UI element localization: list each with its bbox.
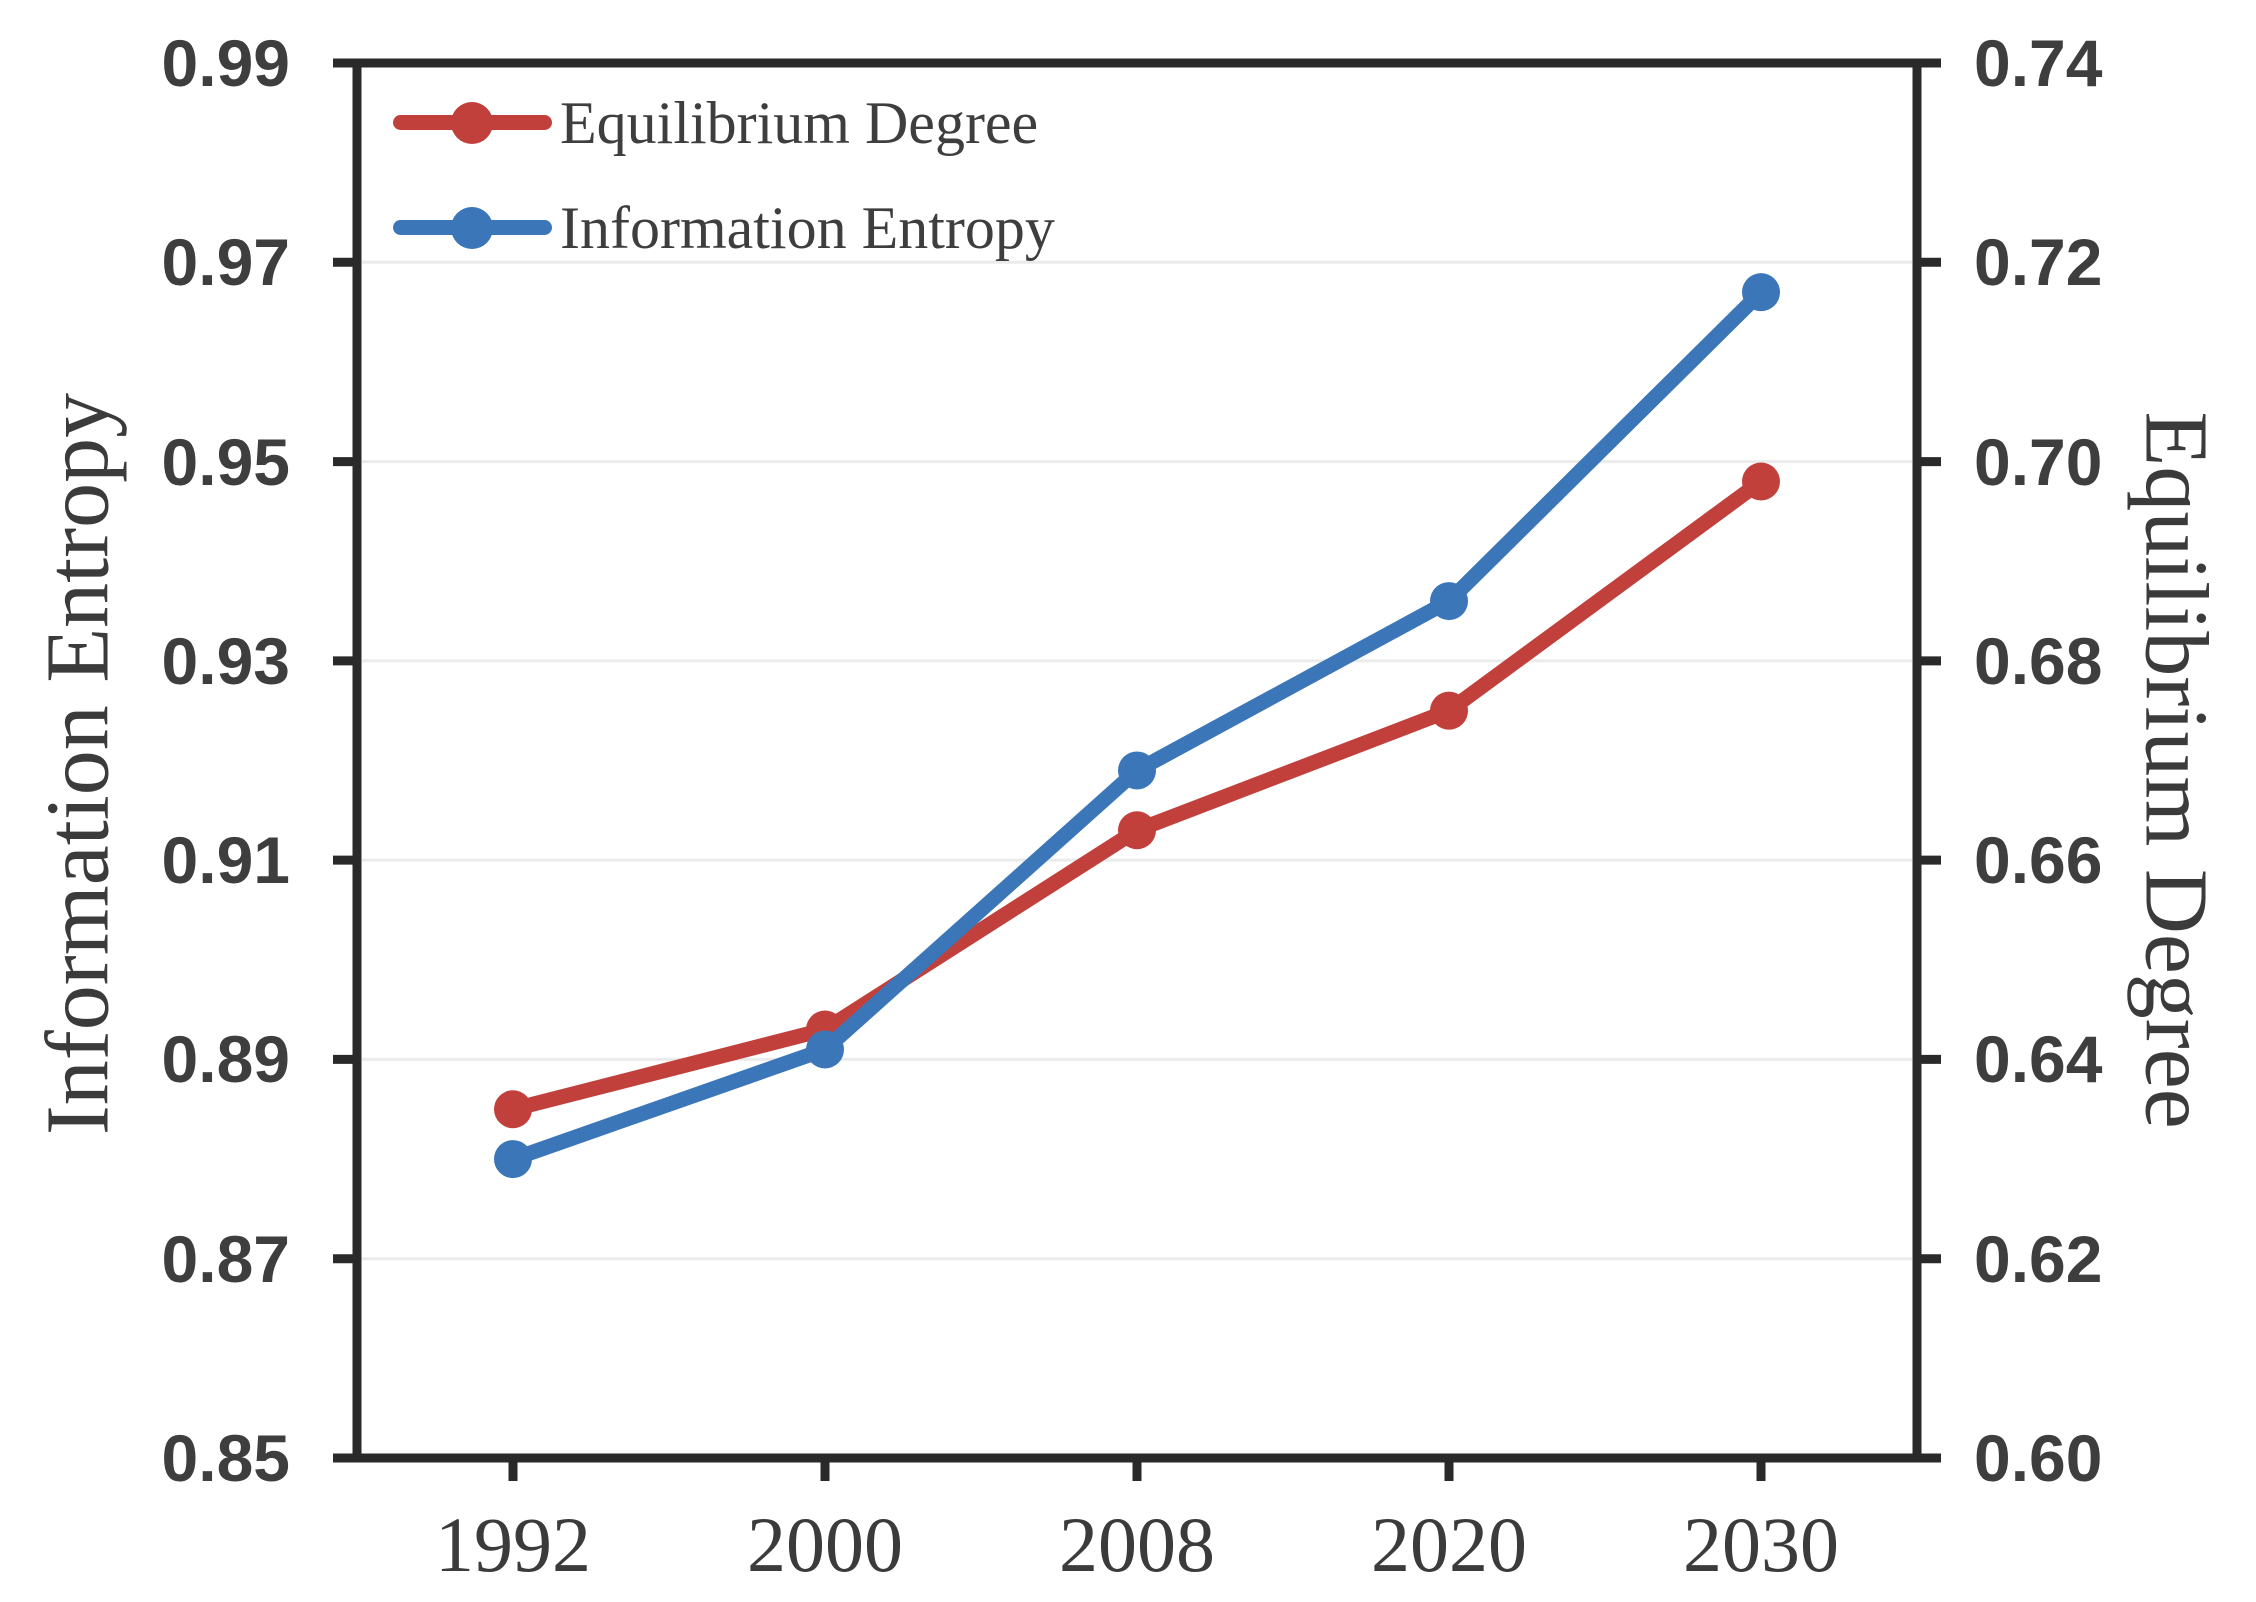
right-axis-title: Equilibrium Degree (2126, 411, 2226, 1129)
right-axis-tick-label: 0.74 (1974, 26, 2103, 100)
right-axis-tick-label: 0.64 (1974, 1022, 2103, 1097)
right-axis-tick-label: 0.60 (1974, 1421, 2103, 1495)
left-axis-tick-label: 0.97 (161, 225, 290, 300)
right-axis-tick-label: 0.68 (1974, 623, 2103, 698)
right-axis-tick-label: 0.66 (1974, 823, 2103, 898)
left-axis-tick-label: 0.89 (161, 1022, 290, 1097)
x-axis-tick-label: 2000 (747, 1501, 903, 1588)
legend-label: Information Entropy (560, 195, 1055, 261)
data-point-marker (1742, 462, 1780, 501)
left-axis-tick-label: 0.85 (161, 1421, 290, 1495)
series-line-equilibrium-degree (505, 474, 1769, 1117)
series-line-information-entropy (505, 284, 1769, 1167)
x-axis-tick-label: 2030 (1683, 1501, 1839, 1588)
x-axis-tick-label: 2008 (1059, 1501, 1215, 1588)
x-axis-tick-label: 2020 (1371, 1501, 1527, 1588)
legend-item-equilibrium-degree: Equilibrium Degree (393, 92, 1038, 154)
legend-item-information-entropy: Information Entropy (393, 197, 1055, 259)
x-axis-tick-label: 1992 (435, 1501, 591, 1588)
left-axis-tick-label: 0.93 (161, 623, 290, 698)
left-axis-tick-label: 0.95 (161, 424, 290, 499)
left-axis-tick-label: 0.91 (161, 823, 290, 898)
left-axis-tick-label: 0.99 (161, 26, 290, 100)
right-axis-tick-label: 0.62 (1974, 1221, 2103, 1296)
right-axis-tick-label: 0.72 (1974, 225, 2103, 300)
right-axis-tick-label: 0.70 (1974, 424, 2103, 499)
data-point-marker (1430, 582, 1468, 621)
data-point-marker (494, 1140, 532, 1179)
legend-red-line-marker-icon (393, 92, 552, 154)
left-axis-tick-label: 0.87 (161, 1221, 290, 1296)
legend-blue-line-marker-icon (393, 197, 552, 259)
data-point-marker (1742, 273, 1780, 312)
data-point-marker (494, 1090, 532, 1129)
legend-label: Equilibrium Degree (560, 90, 1039, 156)
data-point-marker (1430, 691, 1468, 730)
data-point-marker (1118, 811, 1156, 850)
data-point-marker (806, 1030, 844, 1069)
left-axis-title: Information Entropy (28, 392, 128, 1136)
data-point-marker (1118, 751, 1156, 790)
